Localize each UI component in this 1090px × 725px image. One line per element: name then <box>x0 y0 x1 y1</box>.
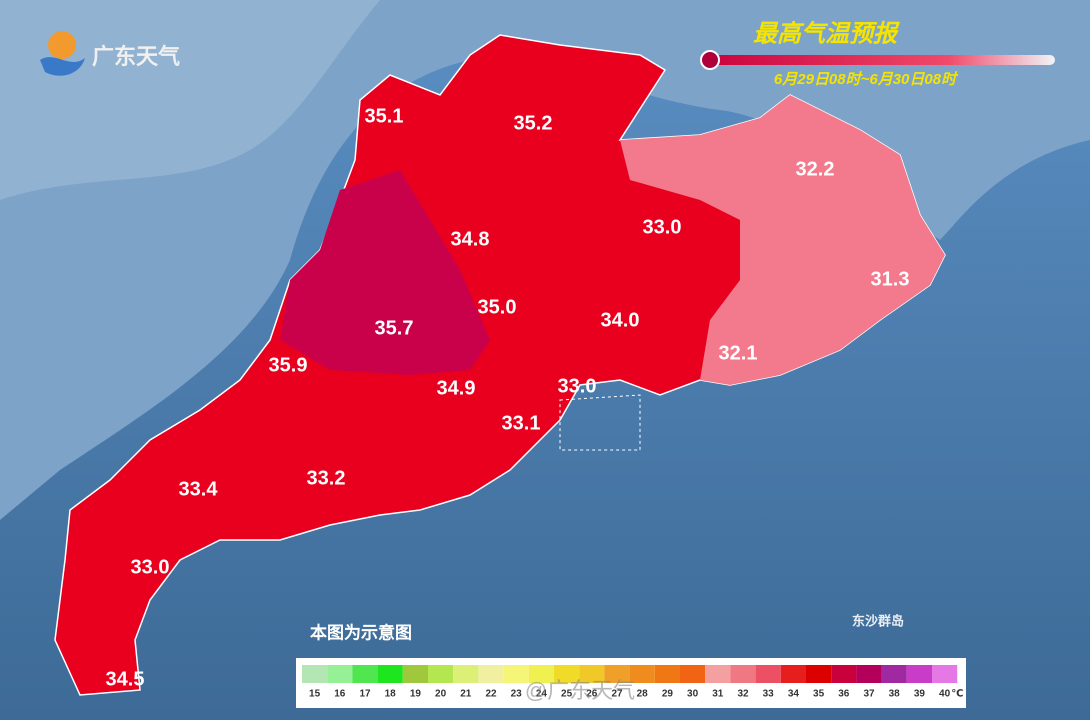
logo-icon <box>40 31 85 76</box>
mountains <box>0 0 380 200</box>
legend-swatch <box>402 665 428 683</box>
temperature-label: 35.0 <box>478 296 517 318</box>
temperature-label: 33.0 <box>643 216 682 238</box>
legend-label: 30 <box>687 689 699 700</box>
legend-label: 21 <box>460 689 472 700</box>
legend-label: 36 <box>838 689 850 700</box>
legend-swatch <box>881 665 907 683</box>
legend-label: 25 <box>561 689 573 700</box>
title: 最高气温预报 <box>753 20 900 47</box>
temperature-label: 34.9 <box>437 377 476 399</box>
west-hot-region <box>280 170 490 375</box>
legend-label: 24 <box>536 689 548 700</box>
legend-swatch <box>428 665 454 683</box>
legend-label: 35 <box>813 689 825 700</box>
temperature-label: 34.0 <box>601 309 640 331</box>
legend-label: 40 <box>939 689 951 700</box>
temperature-label: 32.2 <box>796 158 835 180</box>
legend-swatch <box>780 665 806 683</box>
legend-swatch <box>932 665 958 683</box>
temperature-label: 33.0 <box>558 375 597 397</box>
legend-label: 22 <box>485 689 497 700</box>
legend-swatch <box>680 665 706 683</box>
legend-swatch <box>302 665 328 683</box>
legend-swatch <box>554 665 580 683</box>
legend-swatch <box>453 665 479 683</box>
legend-swatch <box>377 665 403 683</box>
temperature-label: 35.1 <box>365 105 404 127</box>
legend-swatch <box>730 665 756 683</box>
legend-unit: ℃ <box>951 689 963 700</box>
legend-label: 17 <box>359 689 371 700</box>
legend-label: 15 <box>309 689 321 700</box>
temperature-label: 35.7 <box>375 317 414 339</box>
legend-swatch <box>478 665 504 683</box>
legend-swatch <box>755 665 781 683</box>
legend-swatch <box>579 665 605 683</box>
legend-label: 16 <box>334 689 346 700</box>
legend-label: 18 <box>385 689 397 700</box>
legend-label: 32 <box>737 689 749 700</box>
legend-swatch <box>654 665 680 683</box>
temperature-label: 35.9 <box>269 354 308 376</box>
legend-swatch <box>705 665 731 683</box>
legend-label: 34 <box>788 689 800 700</box>
legend-swatch <box>327 665 353 683</box>
legend-label: 26 <box>586 689 598 700</box>
temperature-label: 35.2 <box>514 112 553 134</box>
temperature-label: 32.1 <box>719 342 758 364</box>
legend-swatch <box>528 665 554 683</box>
legend-label: 37 <box>863 689 875 700</box>
legend-swatch <box>806 665 832 683</box>
title-bar-dot <box>700 50 720 70</box>
legend-swatch <box>503 665 529 683</box>
legend-swatch <box>831 665 857 683</box>
legend-label: 39 <box>914 689 926 700</box>
legend-label: 29 <box>662 689 674 700</box>
island-label: 东沙群岛 <box>852 613 904 628</box>
legend-label: 23 <box>511 689 523 700</box>
legend-label: 33 <box>763 689 775 700</box>
legend-label: 38 <box>889 689 901 700</box>
legend-swatch <box>629 665 655 683</box>
legend-label: 19 <box>410 689 422 700</box>
temperature-label: 34.8 <box>451 228 490 250</box>
logo-text: 广东天气 <box>92 44 180 69</box>
legend-swatch <box>906 665 932 683</box>
legend-label: 20 <box>435 689 447 700</box>
period: 6月29日08时~6月30日08时 <box>774 71 959 88</box>
legend-label: 28 <box>637 689 649 700</box>
temperature-label: 31.3 <box>871 268 910 290</box>
legend-swatch <box>856 665 882 683</box>
title-bar <box>700 55 1055 65</box>
temperature-label: 33.1 <box>502 412 541 434</box>
legend-swatch <box>352 665 378 683</box>
east-region <box>620 95 945 385</box>
legend-swatch <box>604 665 630 683</box>
temperature-label: 34.5 <box>106 668 145 690</box>
legend-label: 31 <box>712 689 724 700</box>
temperature-label: 33.0 <box>131 556 170 578</box>
note: 本图为示意图 <box>310 622 412 642</box>
legend-label: 27 <box>611 689 623 700</box>
watermark: @广东天气 <box>525 678 635 703</box>
temperature-label: 33.4 <box>179 478 219 500</box>
temperature-label: 33.2 <box>307 467 346 489</box>
